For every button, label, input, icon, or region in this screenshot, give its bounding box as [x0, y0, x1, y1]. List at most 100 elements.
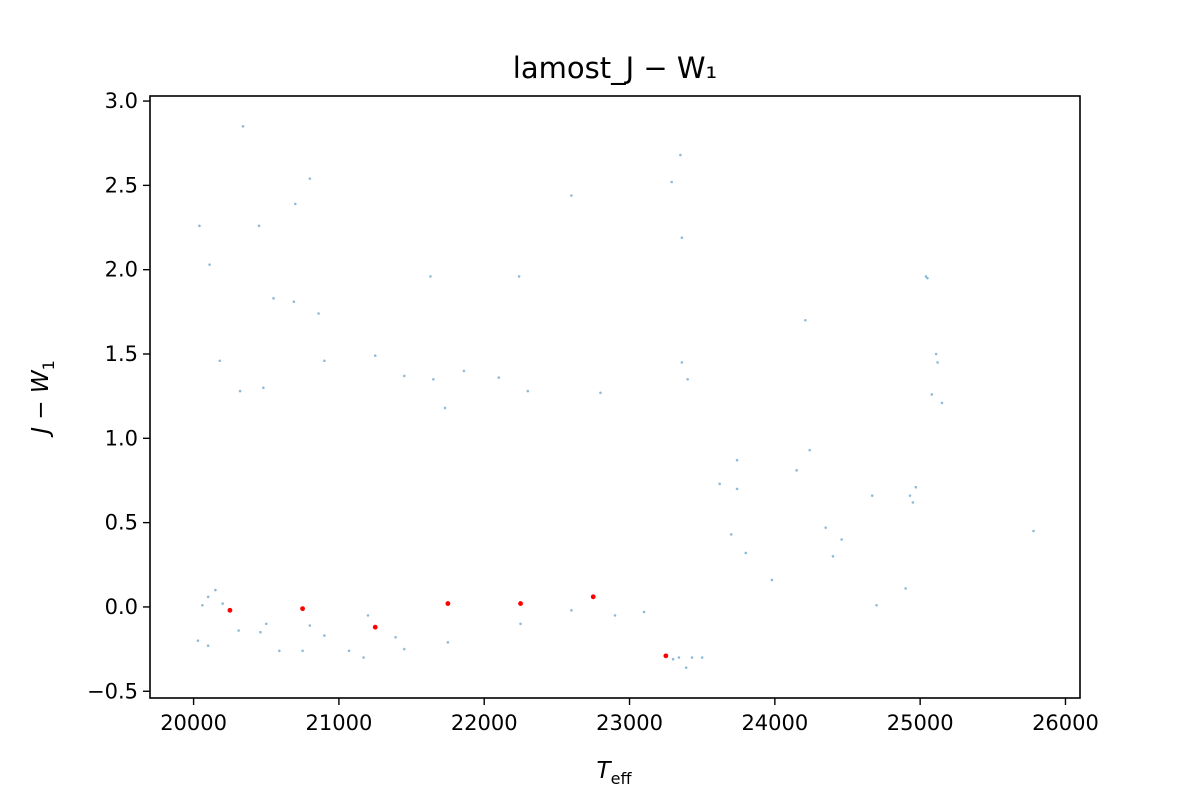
data-point: [940, 401, 944, 405]
chart-title: lamost_J − W₁: [513, 51, 717, 85]
data-point: [308, 624, 312, 627]
data-point: [795, 469, 798, 472]
data-point: [930, 393, 934, 396]
data-point: [294, 202, 297, 206]
data-point: [735, 458, 739, 462]
data-point: [936, 361, 939, 364]
data-point: [308, 177, 312, 180]
data-point: [262, 386, 265, 390]
x-axis: 20000 21000 22000 23000 24000 25000 26000: [160, 698, 1099, 735]
y-tick-label: −0.5: [87, 679, 138, 703]
data-point: [519, 622, 522, 626]
y-tick-label: 2.5: [105, 173, 138, 197]
data-point: [201, 603, 204, 607]
data-point: [1032, 529, 1035, 533]
data-point: [241, 125, 245, 128]
data-point: [914, 485, 918, 489]
x-tick-label: 24000: [741, 711, 808, 735]
y-tick-label: 1.0: [105, 426, 138, 450]
x-axis-label: Teff: [597, 758, 633, 788]
data-point: [908, 494, 912, 497]
data-point: [221, 602, 224, 605]
data-point: [526, 389, 530, 393]
data-point: [599, 391, 602, 395]
data-point: [292, 300, 296, 304]
highlighted-point: [663, 653, 669, 659]
data-point: [804, 318, 807, 322]
data-point: [679, 153, 682, 157]
data-point: [770, 578, 774, 582]
x-tick-label: 25000: [887, 711, 954, 735]
data-point: [570, 194, 573, 197]
data-point: [684, 666, 688, 669]
data-point: [744, 551, 748, 555]
data-point: [238, 389, 242, 393]
data-point: [700, 656, 704, 659]
x-tick-label: 23000: [596, 711, 663, 735]
x-tick-label: 26000: [1032, 711, 1099, 735]
data-point: [690, 656, 694, 659]
y-tick-label: 2.0: [105, 258, 138, 282]
data-point: [875, 603, 878, 607]
data-point: [323, 634, 326, 637]
data-point: [840, 538, 843, 541]
data-point: [257, 224, 261, 228]
data-point: [218, 359, 222, 363]
data-point: [671, 657, 675, 661]
data-point: [735, 487, 739, 491]
highlighted-point: [518, 601, 523, 606]
data-point: [206, 595, 210, 599]
y-axis: −0.5 0.0 0.5 1.0 1.5 2.0 2.5 3.0: [87, 89, 150, 703]
highlighted-point: [300, 606, 305, 612]
data-point: [934, 352, 938, 356]
data-point: [394, 635, 397, 639]
data-point: [429, 275, 432, 278]
highlighted-point: [372, 624, 378, 630]
data-point: [904, 587, 907, 590]
data-point: [402, 374, 406, 378]
data-point: [642, 610, 646, 614]
data-point: [278, 649, 281, 653]
data-point: [808, 448, 812, 452]
data-point: [497, 376, 501, 379]
data-point: [366, 614, 370, 617]
highlighted-point: [590, 594, 596, 600]
x-tick-label: 22000: [451, 711, 518, 735]
data-point: [718, 482, 721, 486]
data-point: [517, 275, 521, 278]
data-point: [926, 276, 929, 280]
data-point: [670, 180, 673, 184]
data-point: [824, 526, 828, 529]
data-point: [259, 630, 262, 634]
data-point: [686, 377, 689, 381]
data-point: [677, 656, 681, 659]
data-point: [613, 614, 617, 617]
data-point: [214, 588, 217, 592]
y-tick-label: 3.0: [105, 89, 138, 113]
highlighted-point: [227, 607, 233, 613]
data-point: [237, 629, 240, 632]
data-point: [446, 641, 450, 644]
data-point: [362, 656, 365, 659]
y-tick-label: 0.0: [105, 595, 138, 619]
data-point: [680, 361, 684, 364]
data-point: [729, 533, 733, 536]
data-point: [911, 501, 915, 504]
plot-frame: [149, 95, 1081, 699]
data-point: [570, 609, 573, 612]
data-point: [208, 263, 211, 266]
y-tick-label: 0.5: [105, 511, 138, 535]
data-point: [924, 275, 928, 278]
data-points: [196, 125, 1035, 669]
data-point: [196, 639, 200, 642]
data-point: [680, 236, 684, 239]
data-point: [301, 649, 304, 653]
data-point: [870, 494, 874, 497]
data-point: [443, 406, 447, 410]
data-point: [264, 622, 268, 626]
data-point: [272, 297, 275, 300]
x-tick-label: 21000: [306, 711, 373, 735]
y-tick-label: 1.5: [105, 342, 138, 366]
